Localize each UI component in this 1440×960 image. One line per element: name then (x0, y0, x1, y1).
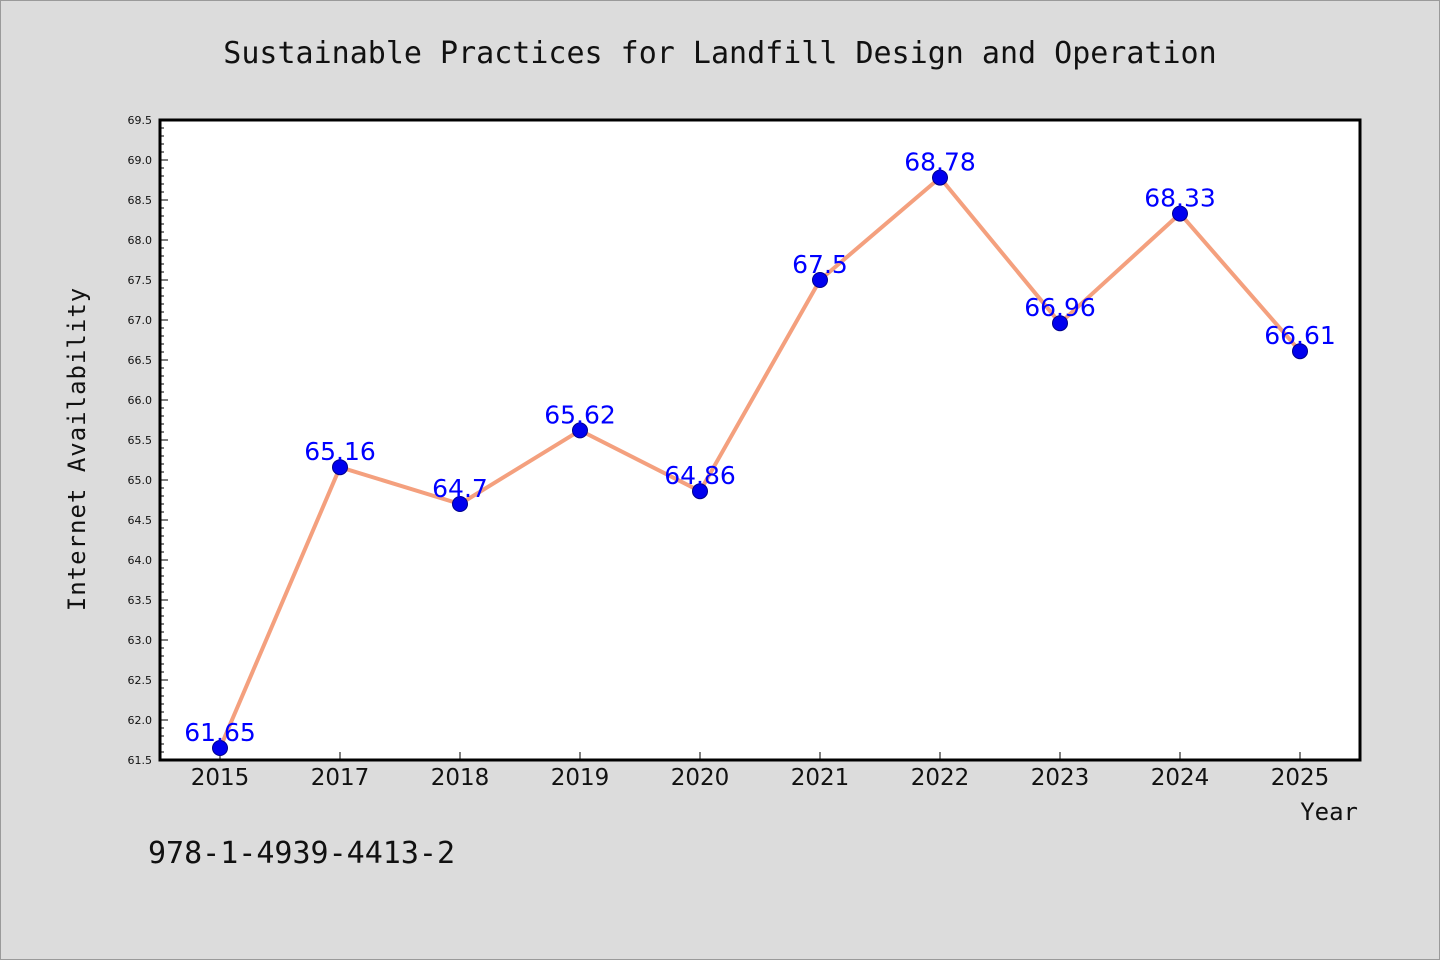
x-tick-label: 2023 (1031, 765, 1090, 791)
chart-title: Sustainable Practices for Landfill Desig… (223, 36, 1216, 71)
y-tick-label: 62.0 (128, 714, 153, 727)
data-point (1172, 205, 1188, 222)
y-tick-label: 66.0 (128, 394, 153, 407)
y-tick-label: 64.0 (128, 554, 153, 567)
data-label: 64.7 (432, 474, 488, 503)
data-label: 67.5 (792, 250, 848, 279)
data-point (812, 272, 828, 288)
x-tick-label: 2022 (911, 765, 970, 791)
data-markers (212, 169, 1308, 756)
x-axis-label: Year (1300, 798, 1358, 826)
x-tick-label: 2017 (311, 765, 370, 791)
data-point (1292, 343, 1308, 360)
data-point (332, 459, 348, 476)
x-axis-ticks: 2015 2017 2018 2019 2020 2021 2022 2023 2024 2025 (191, 752, 1330, 791)
y-tick-label: 69.5 (128, 114, 153, 127)
data-point (452, 496, 468, 512)
y-tick-label: 67.0 (128, 314, 153, 327)
plot-area (158, 118, 1362, 762)
y-tick-label: 65.0 (128, 474, 153, 487)
data-label: 64.86 (664, 461, 736, 490)
y-tick-label: 69.0 (128, 154, 153, 167)
y-tick-label: 63.0 (128, 634, 153, 647)
y-tick-label: 65.5 (128, 434, 153, 447)
y-axis-label: Internet Availability (63, 287, 91, 611)
x-tick-label: 2021 (791, 765, 850, 791)
x-tick-label: 2018 (431, 765, 490, 791)
y-tick-label: 62.5 (128, 674, 153, 687)
data-label: 66.96 (1024, 293, 1096, 322)
data-point (932, 169, 948, 186)
data-point (212, 740, 228, 756)
data-label: 66.61 (1264, 321, 1336, 350)
data-label: 61.65 (184, 718, 256, 747)
x-tick-label: 2025 (1271, 765, 1330, 791)
x-tick-label: 2024 (1151, 765, 1210, 791)
y-tick-label: 68.5 (128, 194, 153, 207)
data-label: 68.33 (1144, 184, 1216, 213)
data-point (572, 422, 588, 439)
y-axis-ticks: 61.5 62.0 62.5 63.0 63.5 64.0 64.5 65.0 65.5 66.0… (128, 114, 168, 767)
y-tick-label: 63.5 (128, 594, 153, 607)
y-tick-label: 61.5 (128, 754, 153, 767)
y-tick-label: 64.5 (128, 514, 153, 527)
series-line (218, 175, 1302, 749)
data-label: 68.78 (904, 148, 976, 177)
x-tick-label: 2020 (671, 765, 730, 791)
y-tick-label: 66.5 (128, 354, 153, 367)
data-label: 65.16 (304, 437, 376, 466)
x-tick-label: 2019 (551, 765, 610, 791)
y-tick-label: 68.0 (128, 234, 153, 247)
isbn-label: 978-1-4939-4413-2 (148, 836, 455, 871)
y-tick-label: 67.5 (128, 274, 153, 287)
data-labels: 61.65 65.16 64.7 65.62 64.86 67.5 68.78 66.96 68… (184, 148, 1336, 747)
data-point (692, 483, 708, 500)
x-tick-label: 2015 (191, 765, 250, 791)
data-label: 65.62 (544, 400, 616, 429)
data-point (1052, 315, 1068, 332)
